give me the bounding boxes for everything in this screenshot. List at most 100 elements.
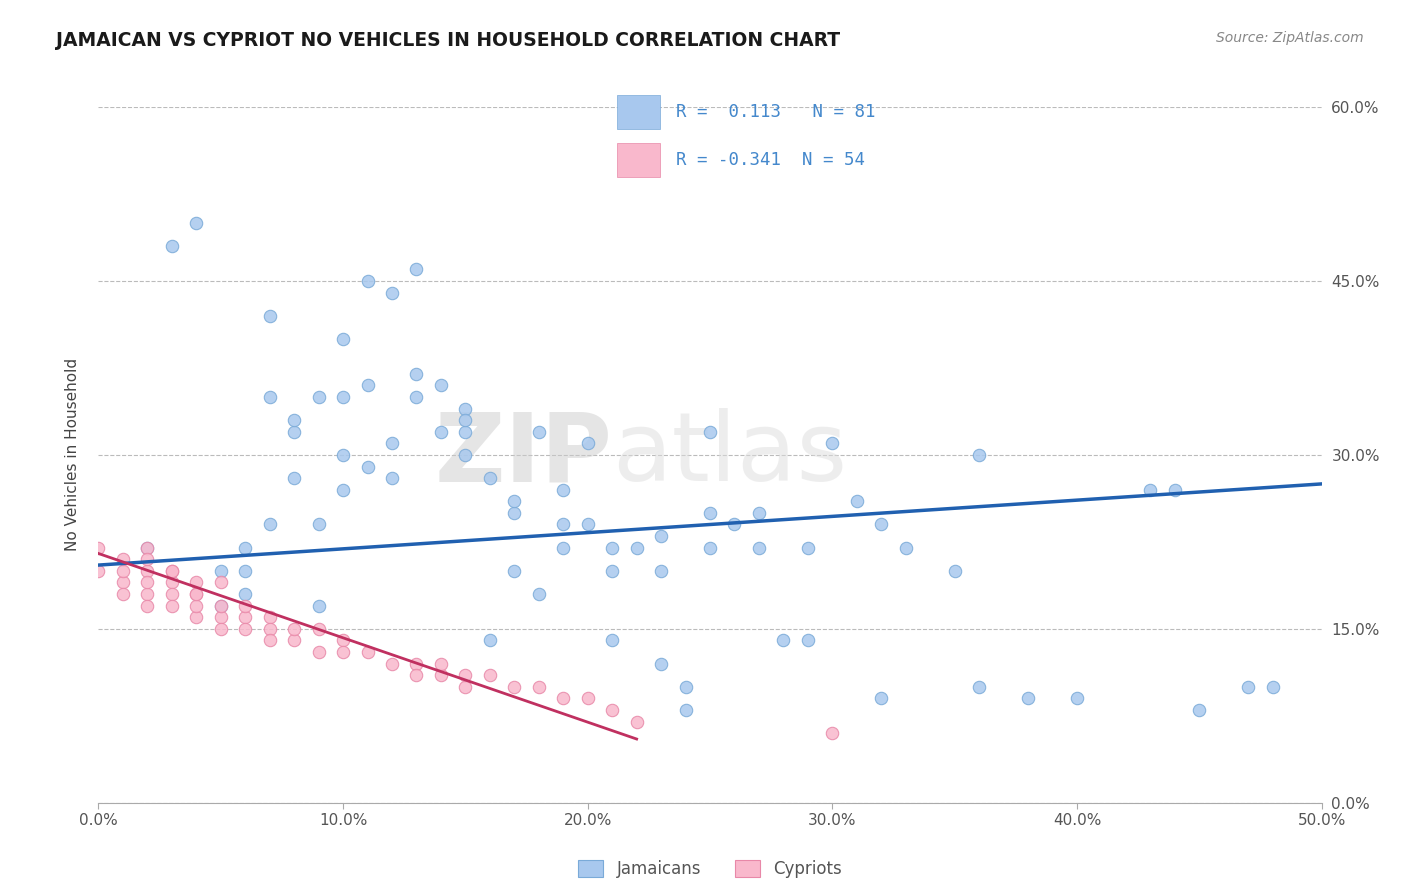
- Point: [283, 622, 305, 636]
- Point: [111, 575, 134, 590]
- Point: [356, 274, 378, 288]
- Point: [233, 610, 256, 624]
- Point: [308, 622, 330, 636]
- Point: [381, 285, 404, 300]
- Point: [943, 564, 966, 578]
- Point: [259, 633, 281, 648]
- Point: [797, 541, 820, 555]
- Point: [381, 471, 404, 485]
- Point: [259, 622, 281, 636]
- Point: [209, 599, 232, 613]
- Point: [136, 599, 159, 613]
- Point: [283, 413, 305, 427]
- Point: [845, 494, 868, 508]
- Text: JAMAICAN VS CYPRIOT NO VEHICLES IN HOUSEHOLD CORRELATION CHART: JAMAICAN VS CYPRIOT NO VEHICLES IN HOUSE…: [56, 31, 841, 50]
- Point: [381, 657, 404, 671]
- Point: [600, 564, 623, 578]
- Point: [111, 552, 134, 566]
- Point: [454, 680, 477, 694]
- Point: [111, 564, 134, 578]
- Point: [283, 425, 305, 439]
- Point: [748, 506, 770, 520]
- Point: [553, 483, 575, 497]
- Point: [600, 633, 623, 648]
- Point: [209, 564, 232, 578]
- Point: [478, 633, 501, 648]
- Point: [967, 680, 990, 694]
- Point: [675, 703, 697, 717]
- Point: [821, 726, 844, 740]
- Point: [405, 390, 427, 404]
- Text: R = -0.341  N = 54: R = -0.341 N = 54: [676, 151, 865, 169]
- Point: [283, 633, 305, 648]
- Point: [332, 448, 354, 462]
- Point: [259, 610, 281, 624]
- Point: [503, 494, 526, 508]
- Y-axis label: No Vehicles in Household: No Vehicles in Household: [65, 359, 80, 551]
- Point: [748, 541, 770, 555]
- Point: [136, 541, 159, 555]
- Point: [454, 401, 477, 416]
- Point: [332, 633, 354, 648]
- Point: [209, 575, 232, 590]
- Point: [821, 436, 844, 450]
- Point: [233, 564, 256, 578]
- Point: [797, 633, 820, 648]
- Point: [699, 506, 721, 520]
- Point: [233, 622, 256, 636]
- Point: [527, 680, 550, 694]
- Point: [381, 436, 404, 450]
- FancyBboxPatch shape: [617, 95, 661, 128]
- Point: [186, 610, 208, 624]
- Point: [87, 541, 110, 555]
- Point: [405, 668, 427, 682]
- Point: [160, 239, 183, 253]
- Point: [553, 517, 575, 532]
- Point: [430, 378, 453, 392]
- Point: [1066, 691, 1088, 706]
- Point: [894, 541, 917, 555]
- Point: [650, 564, 672, 578]
- Point: [527, 587, 550, 601]
- Point: [675, 680, 697, 694]
- FancyBboxPatch shape: [617, 144, 661, 177]
- Point: [772, 633, 794, 648]
- Point: [576, 517, 599, 532]
- Point: [699, 425, 721, 439]
- Point: [308, 645, 330, 659]
- Point: [576, 436, 599, 450]
- Point: [454, 448, 477, 462]
- Point: [186, 587, 208, 601]
- Point: [1139, 483, 1161, 497]
- Text: ZIP: ZIP: [434, 409, 612, 501]
- Point: [870, 517, 893, 532]
- Point: [600, 703, 623, 717]
- Point: [723, 517, 745, 532]
- Point: [1017, 691, 1039, 706]
- Point: [233, 587, 256, 601]
- Point: [186, 216, 208, 230]
- Point: [160, 564, 183, 578]
- Point: [356, 645, 378, 659]
- Point: [356, 378, 378, 392]
- Point: [503, 506, 526, 520]
- Point: [332, 645, 354, 659]
- Point: [136, 575, 159, 590]
- Point: [576, 691, 599, 706]
- Point: [405, 262, 427, 277]
- Point: [308, 517, 330, 532]
- Point: [209, 599, 232, 613]
- Point: [454, 425, 477, 439]
- Point: [283, 471, 305, 485]
- Point: [332, 390, 354, 404]
- Point: [186, 599, 208, 613]
- Point: [478, 471, 501, 485]
- Point: [553, 691, 575, 706]
- Text: atlas: atlas: [612, 409, 848, 501]
- Point: [527, 425, 550, 439]
- Point: [967, 448, 990, 462]
- Point: [870, 691, 893, 706]
- Point: [405, 367, 427, 381]
- Point: [430, 657, 453, 671]
- Point: [332, 332, 354, 346]
